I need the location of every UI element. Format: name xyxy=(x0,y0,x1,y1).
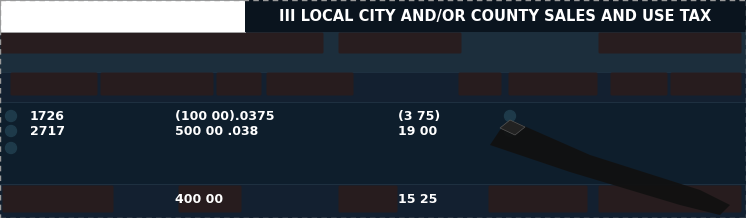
Text: 19 00: 19 00 xyxy=(398,124,437,138)
Bar xyxy=(0,102,746,184)
Bar xyxy=(0,72,746,102)
Text: 1726: 1726 xyxy=(30,109,65,123)
Bar xyxy=(0,184,746,218)
Circle shape xyxy=(5,111,16,121)
Circle shape xyxy=(504,111,515,121)
Text: 2717: 2717 xyxy=(30,124,65,138)
Text: (100 00).0375: (100 00).0375 xyxy=(175,109,275,123)
Text: III LOCAL CITY AND/OR COUNTY SALES AND USE TAX: III LOCAL CITY AND/OR COUNTY SALES AND U… xyxy=(279,9,712,24)
Text: 400 00: 400 00 xyxy=(175,192,223,206)
FancyBboxPatch shape xyxy=(2,186,113,213)
Bar xyxy=(245,0,746,32)
FancyBboxPatch shape xyxy=(339,186,398,213)
FancyBboxPatch shape xyxy=(266,73,354,95)
FancyBboxPatch shape xyxy=(509,73,598,95)
Polygon shape xyxy=(500,120,525,135)
FancyBboxPatch shape xyxy=(101,73,213,95)
Circle shape xyxy=(504,126,515,136)
Circle shape xyxy=(5,143,16,153)
FancyBboxPatch shape xyxy=(339,32,462,53)
FancyBboxPatch shape xyxy=(598,186,742,213)
FancyBboxPatch shape xyxy=(216,73,262,95)
Text: 15 25: 15 25 xyxy=(398,192,437,206)
FancyBboxPatch shape xyxy=(489,186,588,213)
FancyBboxPatch shape xyxy=(671,73,742,95)
FancyBboxPatch shape xyxy=(178,186,242,213)
Circle shape xyxy=(5,126,16,136)
FancyBboxPatch shape xyxy=(1,32,324,53)
Text: 500 00 .038: 500 00 .038 xyxy=(175,124,258,138)
Bar xyxy=(0,0,245,32)
FancyBboxPatch shape xyxy=(10,73,98,95)
FancyBboxPatch shape xyxy=(598,32,742,53)
Polygon shape xyxy=(490,122,730,215)
FancyBboxPatch shape xyxy=(610,73,668,95)
Text: (3 75): (3 75) xyxy=(398,109,440,123)
FancyBboxPatch shape xyxy=(459,73,501,95)
Bar xyxy=(0,32,746,72)
